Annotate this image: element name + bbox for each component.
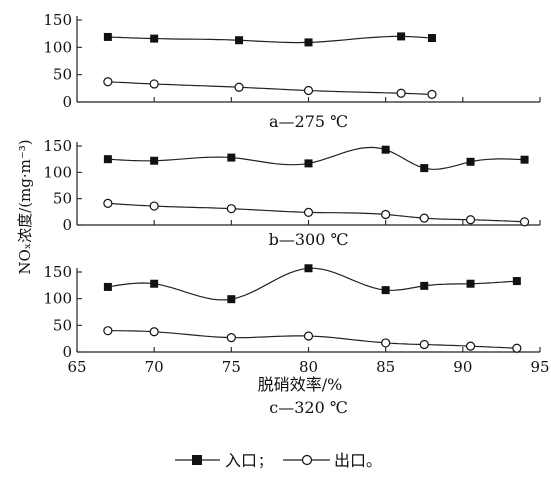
data-point-outlet <box>303 331 314 341</box>
legend-inlet-square-marker <box>192 455 202 465</box>
data-point-inlet <box>420 164 429 173</box>
chart-panels: 0 50 100 150 a—275 ℃ 0 50 100 150 b—300 ℃ 0 50 100 15… <box>43 11 549 417</box>
x-axis-label: 脱硝效率/% <box>258 375 343 394</box>
legend: 入口 ； 出口 。 <box>175 451 382 470</box>
data-point-outlet <box>149 79 159 89</box>
data-point-outlet <box>512 343 522 353</box>
y-tick-label: 50 <box>53 316 72 334</box>
panel-1: 0 50 100 150 a—275 ℃ <box>43 11 541 131</box>
legend-outlet-label: 出口 <box>334 451 366 470</box>
panel-caption: a—275 ℃ <box>269 112 348 131</box>
y-tick-label: 0 <box>62 93 72 111</box>
x-tick-label: 70 <box>145 358 164 376</box>
y-tick-label: 150 <box>43 11 72 29</box>
data-point-outlet <box>465 215 476 225</box>
series-outlet-curve <box>107 330 517 349</box>
data-point-outlet <box>234 82 244 92</box>
data-point-inlet <box>466 279 475 288</box>
legend-inlet-label: 入口 <box>225 451 257 470</box>
y-tick-label: 50 <box>53 190 72 208</box>
y-tick-label: 150 <box>43 137 72 155</box>
data-point-inlet <box>381 286 390 295</box>
series-outlet-curve <box>107 81 432 95</box>
data-point-inlet <box>227 153 236 162</box>
x-tick-label: 95 <box>530 358 549 376</box>
data-point-inlet <box>512 277 521 286</box>
data-point-outlet <box>381 209 391 220</box>
y-axis-label: NOₓ浓度/(mg·m⁻³) <box>16 139 34 274</box>
x-tick-label: 75 <box>222 358 241 376</box>
data-point-inlet <box>466 157 475 166</box>
y-tick-label: 100 <box>43 163 72 181</box>
data-point-inlet <box>150 279 159 288</box>
data-point-outlet <box>103 326 113 336</box>
legend-outlet-circle-marker <box>301 454 313 466</box>
y-tick-label: 0 <box>62 216 72 234</box>
data-point-inlet <box>397 32 406 41</box>
data-point-inlet <box>150 156 159 165</box>
x-tick-label: 65 <box>67 358 86 376</box>
y-tick-label: 150 <box>43 263 72 281</box>
data-point-inlet <box>520 155 529 164</box>
data-point-outlet <box>419 213 429 223</box>
panel-2: 0 50 100 150 b—300 ℃ <box>43 137 541 249</box>
legend-end-mark: 。 <box>366 451 382 470</box>
panel-caption: c—320 ℃ <box>269 398 347 417</box>
data-point-inlet <box>103 32 112 41</box>
data-point-outlet <box>465 341 476 351</box>
data-point-inlet <box>304 264 313 273</box>
panel-caption: b—300 ℃ <box>269 230 349 249</box>
y-tick-label: 100 <box>43 38 72 56</box>
legend-separator: ； <box>258 454 272 470</box>
data-point-outlet <box>519 217 530 227</box>
data-point-inlet <box>103 282 112 291</box>
panel-3: 0 50 100 150 65 70 75 80 85 90 95 c—320 ℃ <box>43 263 549 417</box>
data-point-inlet <box>227 295 236 304</box>
data-point-outlet <box>303 207 314 217</box>
data-point-inlet <box>103 155 112 164</box>
data-point-outlet <box>226 333 236 343</box>
data-point-inlet <box>235 36 244 45</box>
data-point-inlet <box>420 281 429 290</box>
y-tick-label: 0 <box>62 343 72 361</box>
x-tick-label: 90 <box>453 358 472 376</box>
data-point-inlet <box>304 159 313 168</box>
data-point-outlet <box>396 88 406 98</box>
data-point-inlet <box>427 34 436 43</box>
data-point-outlet <box>419 339 429 350</box>
series-outlet-curve <box>107 202 525 223</box>
data-point-outlet <box>103 198 113 209</box>
data-point-outlet <box>381 338 391 348</box>
data-point-inlet <box>304 38 313 47</box>
y-tick-label: 100 <box>43 290 72 308</box>
data-point-outlet <box>103 77 113 87</box>
data-point-outlet <box>149 201 159 211</box>
y-tick-label: 50 <box>53 66 72 84</box>
data-point-outlet <box>226 204 236 214</box>
data-point-inlet <box>150 34 159 43</box>
x-tick-label: 80 <box>299 358 318 376</box>
series-inlet-curve <box>107 35 433 44</box>
data-point-outlet <box>303 85 314 96</box>
x-tick-label: 85 <box>376 358 395 376</box>
data-point-inlet <box>381 145 390 154</box>
series-inlet-curve <box>107 146 525 170</box>
series-inlet-curve <box>107 267 517 301</box>
data-point-outlet <box>427 89 437 99</box>
data-point-outlet <box>149 327 159 337</box>
